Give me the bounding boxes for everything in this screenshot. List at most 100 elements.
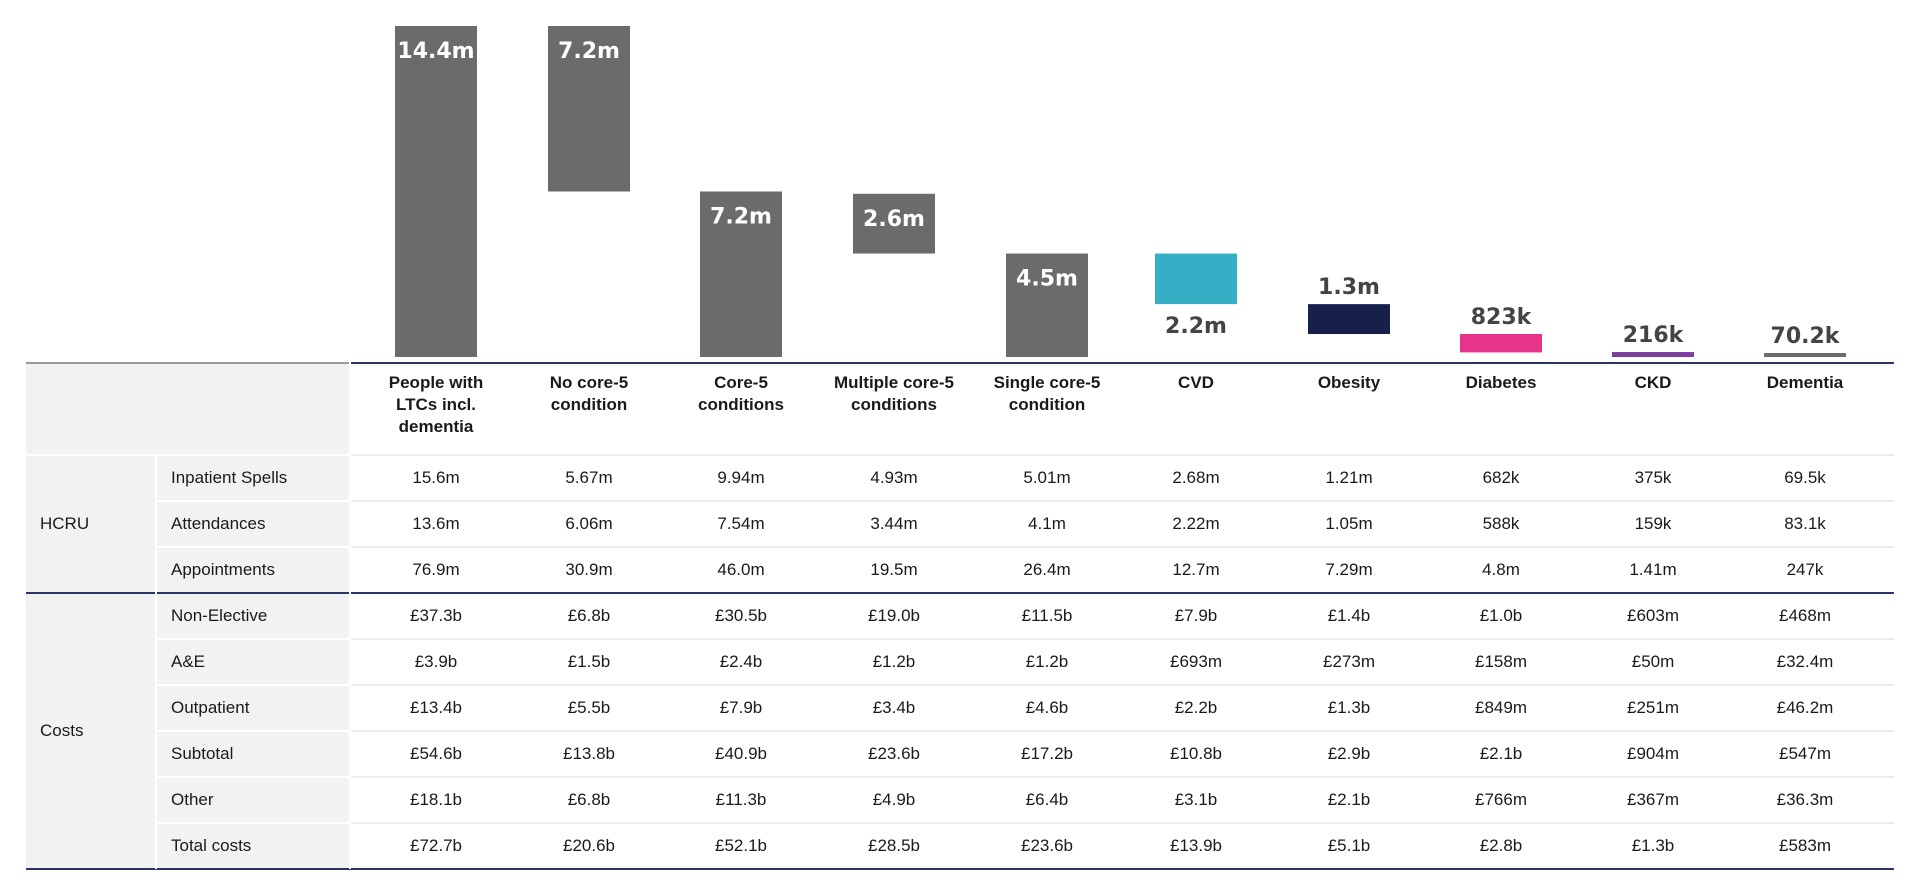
row-divider — [26, 868, 1894, 870]
table-cell: £1.2b — [872, 652, 916, 671]
table-cell: £1.2b — [1025, 652, 1069, 671]
table-cell: 69.5k — [1784, 468, 1826, 487]
row-divider — [350, 500, 1894, 502]
bar-1 — [548, 26, 630, 192]
row-label: Appointments — [156, 547, 350, 593]
table-cell: £6.4b — [1025, 790, 1069, 809]
column-header-5: CVD — [1178, 373, 1214, 392]
table-cell: £904m — [1627, 744, 1679, 763]
bar-label-5: 2.2m — [1165, 314, 1227, 339]
table-cell: 1.41m — [1629, 560, 1677, 579]
bar-label-9: 70.2k — [1771, 324, 1841, 349]
column-header-4: Single core-5 condition — [993, 373, 1101, 414]
table-cell: £36.3m — [1776, 790, 1834, 809]
table-cell: £273m — [1323, 652, 1375, 671]
table-cell: £693m — [1170, 652, 1222, 671]
row-divider — [350, 730, 1894, 732]
table-cell: £583m — [1779, 836, 1831, 855]
table-cell: £10.8b — [1170, 744, 1222, 763]
table-cell: 7.54m — [717, 514, 765, 533]
table-cell: £4.9b — [872, 790, 916, 809]
table-cell: 13.6m — [412, 514, 460, 533]
table-cell: 3.44m — [870, 514, 918, 533]
row-label: Outpatient — [156, 685, 350, 731]
table-cell: £72.7b — [410, 836, 462, 855]
row-divider — [156, 730, 350, 732]
row-divider — [26, 592, 1894, 594]
table-cell: £1.5b — [567, 652, 611, 671]
row-divider — [350, 546, 1894, 548]
row-divider — [26, 454, 350, 456]
row-divider — [350, 684, 1894, 686]
column-header-7: Diabetes — [1465, 373, 1537, 392]
table-cell: 7.29m — [1325, 560, 1373, 579]
row-divider — [156, 638, 350, 640]
table-cell: 4.93m — [870, 468, 918, 487]
table-cell: 682k — [1482, 468, 1520, 487]
table-cell: £3.4b — [872, 698, 916, 717]
table-cell: 6.06m — [565, 514, 613, 533]
row-divider — [350, 454, 1894, 456]
table-cell: 19.5m — [870, 560, 918, 579]
table-cell: £468m — [1779, 606, 1831, 625]
table-cell: £3.1b — [1174, 790, 1218, 809]
table-cell: £1.3b — [1631, 836, 1675, 855]
table-cell: £158m — [1475, 652, 1527, 671]
waterfall-chart: 14.4m 7.2m 7.2m 2.6m 4.5m 2.2m 1.3m 823k 216k 70.… — [395, 26, 1846, 357]
table-cell: £18.1b — [410, 790, 462, 809]
bar-label-2: 7.2m — [710, 205, 772, 230]
table-cell: £13.8b — [563, 744, 615, 763]
bar-label-1: 7.2m — [558, 39, 620, 64]
table-cell: 2.22m — [1172, 514, 1220, 533]
table-cell: 15.6m — [412, 468, 460, 487]
table-cell: £547m — [1779, 744, 1831, 763]
table-cell: 46.0m — [717, 560, 765, 579]
table-cell: £7.9b — [1174, 606, 1218, 625]
row-divider — [350, 776, 1894, 778]
column-header-8: CKD — [1634, 373, 1672, 392]
bar-8 — [1612, 352, 1694, 357]
column-header-0: People with LTCs incl. dementia — [388, 373, 484, 436]
table-cell: £1.3b — [1327, 698, 1371, 717]
table-cell: £23.6b — [1021, 836, 1073, 855]
table-cell: £37.3b — [410, 606, 462, 625]
row-divider — [156, 776, 350, 778]
table-cell: £7.9b — [719, 698, 763, 717]
bar-7 — [1460, 334, 1542, 353]
table-cell: £23.6b — [868, 744, 920, 763]
table-cell: £2.9b — [1327, 744, 1371, 763]
table-cell: £5.1b — [1327, 836, 1371, 855]
bar-label-0: 14.4m — [397, 39, 474, 64]
table-cell: £17.2b — [1021, 744, 1073, 763]
table-cell: £251m — [1627, 698, 1679, 717]
table-cell: £367m — [1627, 790, 1679, 809]
data-table: People with LTCs incl. dementia No core-5… — [26, 362, 1894, 870]
table-cell: 5.01m — [1023, 468, 1071, 487]
table-cell: £54.6b — [410, 744, 462, 763]
table-cell: 2.68m — [1172, 468, 1220, 487]
row-label: Non-Elective — [156, 593, 350, 639]
bar-9 — [1764, 353, 1846, 357]
table-cell: 9.94m — [717, 468, 765, 487]
table-cell: £13.9b — [1170, 836, 1222, 855]
bar-6 — [1308, 304, 1390, 335]
table-cell: £13.4b — [410, 698, 462, 717]
table-cell: £28.5b — [868, 836, 920, 855]
table-cell: 1.21m — [1325, 468, 1373, 487]
table-cell: £3.9b — [414, 652, 458, 671]
row-label: Other — [156, 777, 350, 823]
table-cell: £32.4m — [1776, 652, 1834, 671]
table-cell: £2.2b — [1174, 698, 1218, 717]
table-cell: 159k — [1634, 514, 1672, 533]
group-label-hcru: HCRU — [26, 455, 156, 593]
bar-0 — [395, 26, 477, 357]
table-cell: 5.67m — [565, 468, 613, 487]
bar-label-3: 2.6m — [863, 207, 925, 232]
table-header-blank — [26, 362, 350, 455]
row-divider — [156, 684, 350, 686]
table-cell: £46.2m — [1776, 698, 1834, 717]
table-cell: £50m — [1631, 652, 1675, 671]
row-label: Subtotal — [156, 731, 350, 777]
column-header-2: Core-5 conditions — [698, 373, 784, 414]
table-cell: £6.8b — [567, 790, 611, 809]
